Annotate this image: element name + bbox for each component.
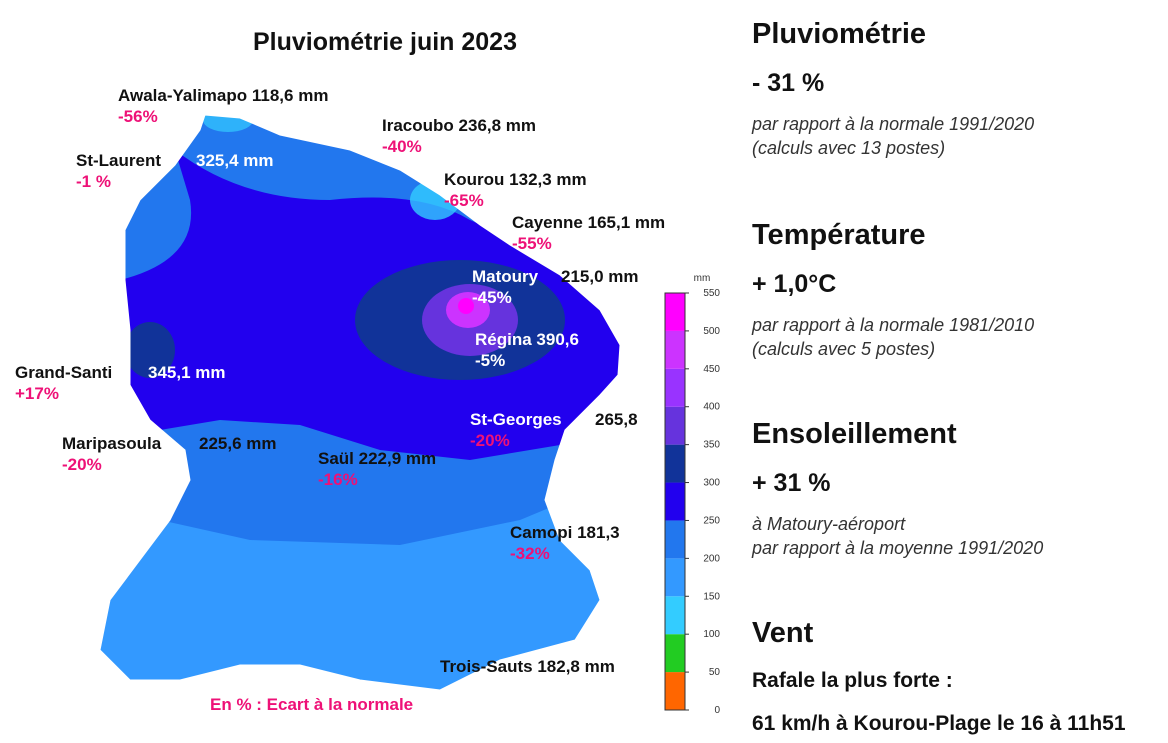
deviation: -65%: [444, 191, 484, 210]
colorbar-band: [665, 634, 685, 673]
station: Iracoubo 236,8 mm: [382, 116, 536, 135]
map-title: Pluviométrie juin 2023: [253, 28, 517, 56]
colorbar-tick-label: 0: [714, 705, 720, 716]
station: Saül 222,9 mm: [318, 449, 436, 468]
legend-note: En % : Ecart à la normale: [210, 695, 413, 714]
colorbar-tick-label: 100: [703, 629, 720, 640]
colorbar-tick-label: 550: [703, 288, 720, 299]
station: Régina 390,6: [475, 330, 579, 349]
colorbar-band: [665, 330, 685, 369]
section-note: par rapport à la normale 1991/2020: [751, 114, 1034, 134]
colorbar: mm 0 50 100 150 200 250 300 350 400 450 500 550: [664, 273, 721, 716]
station: Awala-Yalimapo 118,6 mm: [118, 86, 328, 105]
colorbar-tick-label: 450: [703, 364, 720, 375]
section-note: par rapport à la moyenne 1991/2020: [751, 538, 1043, 558]
station: Kourou 132,3 mm: [444, 170, 587, 189]
deviation: -40%: [382, 137, 422, 156]
station-labels: Awala-Yalimapo 118,6 mm -56% Iracoubo 23…: [15, 86, 665, 676]
section-note: (calculs avec 5 postes): [752, 339, 935, 359]
deviation: -20%: [470, 431, 510, 450]
station-name: St-Laurent: [76, 151, 161, 170]
deviation: +17%: [15, 384, 59, 403]
colorbar-band: [665, 406, 685, 445]
colorbar-tick-label: 400: [703, 402, 720, 413]
section-note: par rapport à la normale 1981/2010: [751, 315, 1034, 335]
section-value: + 1,0°C: [752, 270, 836, 298]
colorbar-tick-label: 150: [703, 591, 720, 602]
deviation: -56%: [118, 107, 158, 126]
summary-panel: Pluviométrie - 31 % par rapport à la norma…: [751, 18, 1126, 735]
station-value: 325,4 mm: [196, 151, 274, 170]
deviation: -45%: [472, 288, 512, 307]
deviation: -32%: [510, 544, 550, 563]
station-name: St-Georges: [470, 410, 562, 429]
station-value: 225,6 mm: [199, 434, 277, 453]
station: Cayenne 165,1 mm: [512, 213, 665, 232]
deviation: -1 %: [76, 172, 111, 191]
section-value: + 31 %: [752, 469, 831, 497]
station: Camopi 181,3: [510, 523, 620, 542]
section-note: (calculs avec 13 postes): [752, 138, 945, 158]
colorbar-tick-label: 200: [703, 553, 720, 564]
section-note: à Matoury-aéroport: [752, 514, 906, 534]
section-title: Vent: [752, 617, 814, 649]
station-value: 345,1 mm: [148, 363, 226, 382]
deviation: -5%: [475, 351, 505, 370]
station-name: Maripasoula: [62, 434, 162, 453]
colorbar-tick-label: 500: [703, 326, 720, 337]
colorbar-band: [665, 482, 685, 521]
station: Trois-Sauts 182,8 mm: [440, 657, 615, 676]
section-title: Pluviométrie: [752, 18, 926, 50]
deviation: -20%: [62, 455, 102, 474]
colorbar-tick-label: 300: [703, 478, 720, 489]
colorbar-band: [665, 368, 685, 407]
colorbar-frame: [664, 292, 686, 711]
section-title: Ensoleillement: [752, 418, 957, 450]
colorbar-band: [665, 520, 685, 559]
station-name: Matoury: [472, 267, 539, 286]
station-name: Grand-Santi: [15, 363, 112, 382]
deviation: -16%: [318, 470, 358, 489]
colorbar-tick-label: 350: [703, 440, 720, 451]
colorbar-unit: mm: [694, 273, 711, 284]
colorbar-tick-label: 250: [703, 515, 720, 526]
section-line: 61 km/h à Kourou-Plage le 16 à 11h51: [752, 712, 1126, 735]
colorbar-band: [665, 558, 685, 597]
colorbar-band: [665, 672, 685, 710]
colorbar-tick-label: 50: [709, 667, 721, 678]
station-value: 215,0 mm: [561, 267, 639, 286]
rain-map: [100, 115, 620, 690]
colorbar-band: [665, 444, 685, 483]
station-value: 265,8: [595, 410, 638, 429]
section-title: Température: [752, 219, 926, 251]
deviation: -55%: [512, 234, 552, 253]
section-value: - 31 %: [752, 69, 824, 97]
colorbar-band: [665, 596, 685, 635]
section-line: Rafale la plus forte :: [752, 669, 953, 692]
colorbar-band: [665, 293, 685, 331]
